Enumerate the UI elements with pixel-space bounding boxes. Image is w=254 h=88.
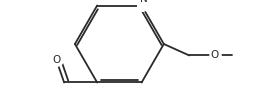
Text: O: O: [211, 50, 219, 60]
Text: N: N: [140, 0, 148, 4]
Text: O: O: [52, 56, 61, 65]
